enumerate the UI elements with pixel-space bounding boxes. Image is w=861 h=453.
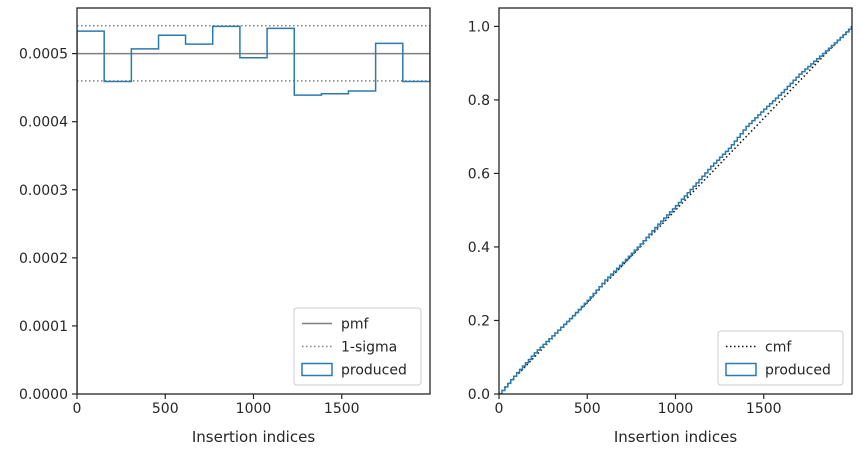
- x-axis-label: Insertion indices: [192, 428, 315, 446]
- produced-cumulative: [499, 26, 852, 394]
- y-tick-label: 0.0002: [19, 251, 68, 267]
- x-tick-label: 0: [495, 401, 504, 417]
- y-tick-label: 0.0004: [19, 115, 68, 131]
- cmf-panel: 0 500 1000 1500 0.0 0.2 0.4 0.6 0.8 1.0 Insertion …: [468, 7, 853, 446]
- y-tick-label: 0.4: [468, 240, 490, 256]
- legend: cmf produced: [717, 330, 844, 386]
- y-tick-label: 0.6: [468, 166, 490, 182]
- legend: pmf 1-sigma produced: [293, 307, 422, 386]
- y-tick-label: 0.0005: [19, 47, 68, 63]
- y-tick-label: 1.0: [468, 19, 490, 35]
- x-tick-label: 0: [73, 401, 82, 417]
- legend-label-produced: produced: [341, 363, 407, 379]
- x-tick-label: 1500: [324, 401, 360, 417]
- x-tick-label: 1500: [746, 401, 782, 417]
- x-tick-label: 1000: [658, 401, 694, 417]
- legend-box: [717, 330, 844, 386]
- legend-swatch-produced: [301, 362, 333, 377]
- y-tick-label: 0.0003: [19, 183, 68, 199]
- legend-label-cmf: cmf: [765, 340, 792, 356]
- produced-histogram: [77, 25, 430, 394]
- y-tick-label: 0.0001: [19, 319, 68, 335]
- plot-area: [77, 24, 430, 394]
- legend-swatch-produced: [725, 362, 757, 377]
- x-tick-label: 1000: [236, 401, 272, 417]
- x-tick-label: 500: [152, 401, 179, 417]
- legend-label-produced: produced: [765, 363, 831, 379]
- legend-label-1-sigma: 1-sigma: [341, 340, 397, 356]
- x-axis-label: Insertion indices: [614, 428, 737, 446]
- y-tick-label: 0.8: [468, 93, 490, 109]
- y-tick-label: 0.2: [468, 313, 490, 329]
- x-tick-label: 500: [574, 401, 601, 417]
- pmf-panel: 0 500 1000 1500 0.0000 0.0001 0.0002 0.0003 0.00…: [19, 7, 431, 446]
- legend-box: [293, 307, 422, 386]
- plot-area: [499, 25, 852, 394]
- y-tick-label: 0.0: [468, 387, 490, 403]
- y-tick-label: 0.0000: [19, 387, 68, 403]
- legend-label-pmf: pmf: [341, 317, 370, 333]
